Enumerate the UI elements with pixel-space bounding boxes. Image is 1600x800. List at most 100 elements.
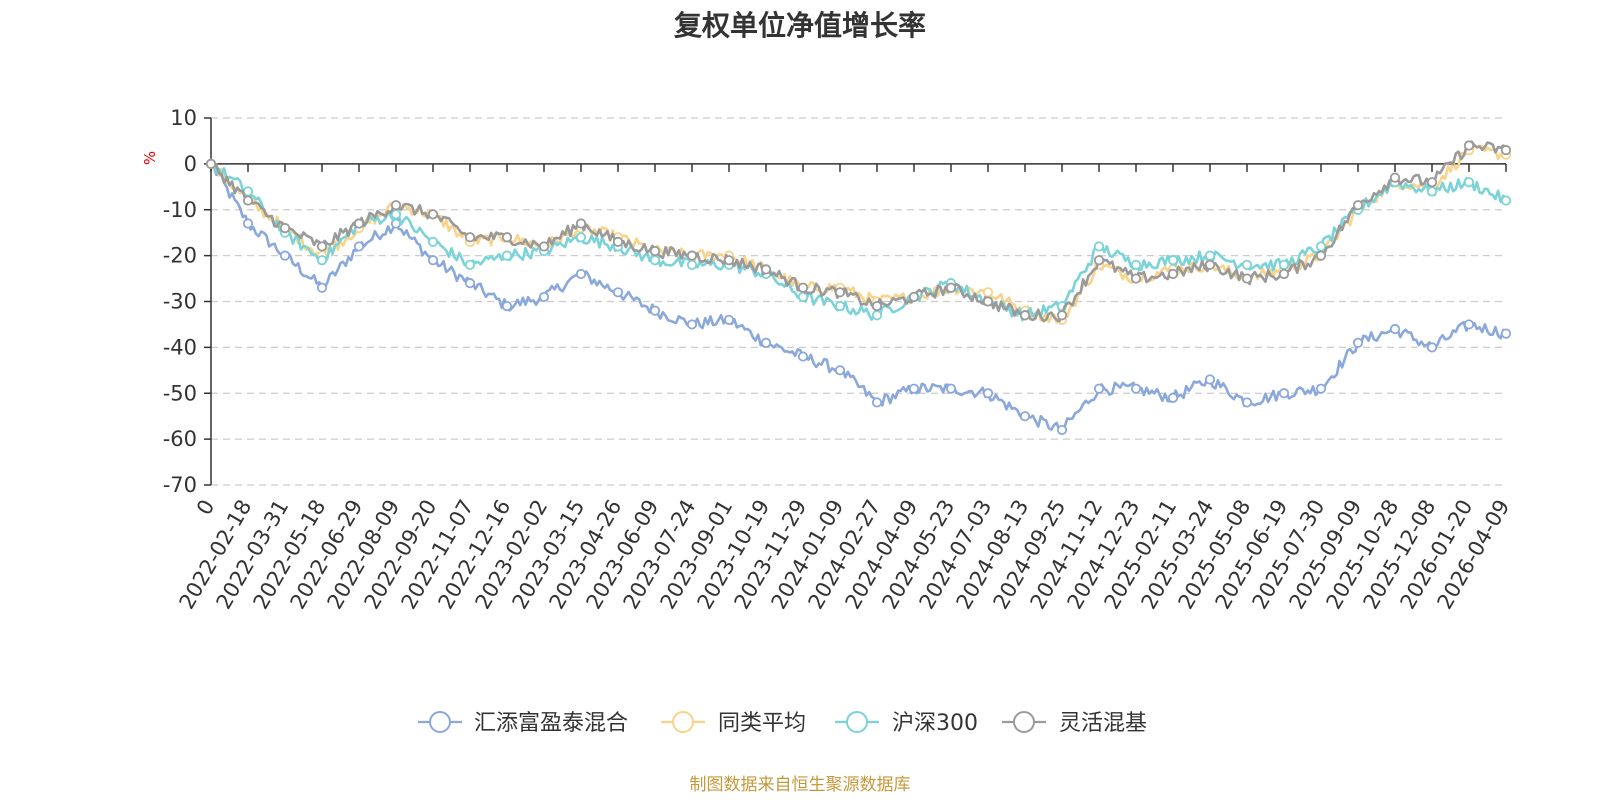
data-point bbox=[390, 200, 402, 211]
data-point bbox=[242, 195, 254, 206]
data-point bbox=[464, 278, 476, 289]
data-point bbox=[1204, 250, 1216, 261]
data-point bbox=[982, 388, 994, 399]
series-line bbox=[210, 162, 1508, 432]
data-point bbox=[427, 209, 439, 220]
y-tick-label: -60 bbox=[163, 427, 197, 451]
data-point bbox=[1389, 323, 1401, 335]
data-point bbox=[353, 218, 365, 229]
data-point bbox=[1500, 145, 1512, 156]
series-layer bbox=[205, 140, 1512, 436]
data-point bbox=[279, 223, 291, 234]
data-point bbox=[390, 209, 402, 220]
data-point bbox=[612, 236, 624, 247]
data-point bbox=[575, 268, 587, 280]
series-line bbox=[210, 162, 1508, 322]
data-point bbox=[1500, 195, 1512, 206]
data-point bbox=[871, 397, 883, 408]
legend-swatch-marker bbox=[672, 711, 694, 733]
data-point bbox=[1278, 388, 1290, 399]
data-point bbox=[834, 365, 846, 376]
legend-label: 灵活混基 bbox=[1059, 711, 1147, 736]
data-point bbox=[1241, 397, 1253, 408]
data-point bbox=[1241, 259, 1253, 270]
data-point bbox=[797, 282, 809, 293]
data-point bbox=[1241, 273, 1253, 284]
data-point bbox=[1093, 241, 1105, 252]
data-point bbox=[686, 259, 698, 270]
data-point bbox=[501, 300, 513, 312]
data-point bbox=[1130, 259, 1142, 270]
y-tick-label: 10 bbox=[170, 106, 197, 130]
y-tick-label: -30 bbox=[163, 290, 197, 314]
data-point bbox=[834, 300, 846, 312]
data-point bbox=[501, 250, 513, 261]
legend-layer: 汇添富盈泰混合 同类平均 沪深300 灵活混基 bbox=[418, 711, 1147, 736]
y-tick-label: -10 bbox=[163, 198, 197, 222]
data-point bbox=[1130, 273, 1142, 284]
grid-layer bbox=[211, 117, 1506, 486]
y-tick-label: -40 bbox=[163, 335, 197, 359]
data-point bbox=[1389, 172, 1401, 183]
data-point bbox=[279, 250, 291, 261]
series-line bbox=[210, 140, 1508, 323]
data-point bbox=[612, 287, 624, 298]
data-point bbox=[982, 296, 994, 307]
data-point bbox=[316, 282, 328, 293]
data-point bbox=[575, 232, 587, 243]
data-point bbox=[1204, 374, 1216, 385]
source-note: 制图数据来自恒生聚源数据库 bbox=[689, 775, 911, 795]
data-point bbox=[1093, 255, 1105, 266]
data-point bbox=[1130, 383, 1142, 394]
axis-layer: 100-10-20-30-40-50-60-70%02022-02-182022… bbox=[141, 106, 1514, 613]
data-point bbox=[575, 218, 587, 229]
data-point bbox=[538, 291, 550, 303]
data-point bbox=[723, 314, 735, 325]
data-point bbox=[1426, 186, 1438, 197]
data-point bbox=[1315, 250, 1327, 261]
legend-swatch-marker bbox=[1013, 711, 1035, 733]
data-point bbox=[760, 337, 772, 348]
data-point bbox=[1167, 255, 1179, 266]
data-point bbox=[797, 291, 809, 303]
data-point bbox=[1019, 411, 1031, 422]
data-point bbox=[1463, 177, 1475, 188]
data-point bbox=[427, 255, 439, 266]
data-point bbox=[316, 241, 328, 252]
legend-swatch-marker bbox=[846, 711, 868, 733]
data-point bbox=[1463, 319, 1475, 330]
data-point bbox=[1093, 383, 1105, 394]
data-point bbox=[1167, 392, 1179, 403]
legend-label: 汇添富盈泰混合 bbox=[474, 711, 628, 736]
data-point bbox=[1315, 241, 1327, 252]
data-point bbox=[649, 255, 661, 266]
chart-title: 复权单位净值增长率 bbox=[673, 9, 926, 42]
data-point bbox=[205, 158, 217, 169]
data-point bbox=[908, 383, 920, 394]
data-point bbox=[649, 305, 661, 316]
data-point bbox=[1315, 383, 1327, 394]
data-point bbox=[427, 236, 439, 247]
data-point bbox=[982, 287, 994, 298]
data-point bbox=[723, 255, 735, 266]
data-point bbox=[242, 218, 254, 229]
data-point bbox=[945, 383, 957, 394]
data-point bbox=[686, 319, 698, 330]
data-point bbox=[464, 259, 476, 270]
data-point bbox=[1463, 140, 1475, 151]
data-point bbox=[945, 282, 957, 293]
y-tick-label: -50 bbox=[163, 381, 197, 405]
data-point bbox=[1500, 328, 1512, 339]
legend-label: 同类平均 bbox=[718, 711, 806, 736]
data-point bbox=[1352, 337, 1364, 348]
data-point bbox=[1426, 342, 1438, 353]
data-point bbox=[501, 232, 513, 243]
data-point bbox=[797, 351, 809, 362]
data-point bbox=[871, 310, 883, 321]
data-point bbox=[1167, 268, 1179, 280]
data-point bbox=[1019, 310, 1031, 321]
data-point bbox=[908, 291, 920, 303]
x-tick-label: 0 bbox=[192, 496, 219, 520]
y-tick-label: -70 bbox=[163, 473, 197, 497]
